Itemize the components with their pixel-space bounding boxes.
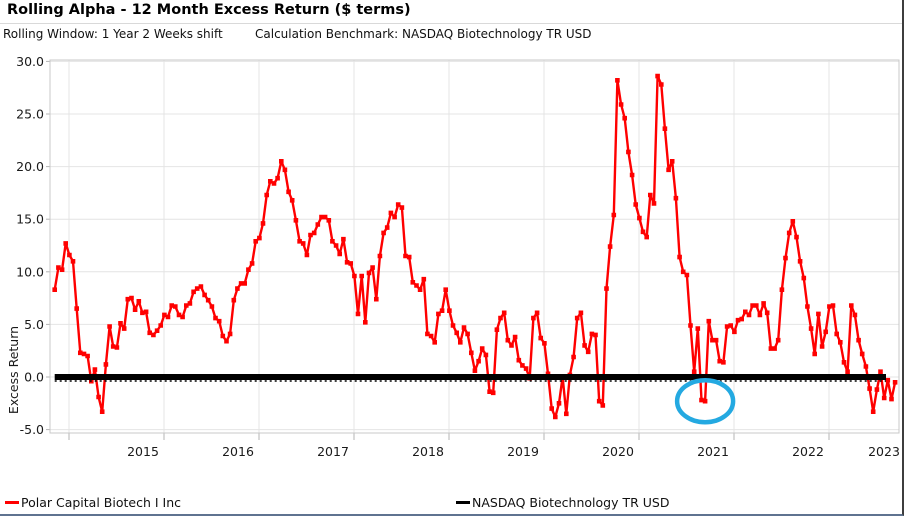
svg-text:2019: 2019 xyxy=(507,444,539,459)
legend-item-benchmark: NASDAQ Biotechnology TR USD xyxy=(456,493,669,511)
y-axis-title: Excess Return xyxy=(6,326,21,414)
svg-text:-5.0: -5.0 xyxy=(20,422,44,437)
svg-text:2020: 2020 xyxy=(602,444,634,459)
fund-series-label: Polar Capital Biotech I Inc xyxy=(21,494,181,510)
fund-series-line xyxy=(53,74,897,419)
page-title: Rolling Alpha - 12 Month Excess Return (… xyxy=(7,2,411,18)
svg-text:0.0: 0.0 xyxy=(24,370,44,385)
x-gridlines xyxy=(68,60,830,440)
svg-text:15.0: 15.0 xyxy=(16,212,44,227)
svg-text:2022: 2022 xyxy=(792,444,824,459)
rolling-window-label: Rolling Window: 1 Year 2 Weeks shift xyxy=(3,27,223,41)
y-axis-labels: 30.0 25.0 20.0 15.0 10.0 5.0 0.0 -5.0 xyxy=(16,54,44,437)
plot-border xyxy=(49,59,900,434)
calculation-benchmark-label: Calculation Benchmark: NASDAQ Biotechnol… xyxy=(255,27,592,41)
legend-item-fund: Polar Capital Biotech I Inc xyxy=(5,493,181,511)
svg-text:25.0: 25.0 xyxy=(16,107,44,122)
benchmark-series-swatch xyxy=(456,500,470,504)
svg-text:2016: 2016 xyxy=(222,444,254,459)
x-axis-labels: 2015 2016 2017 2018 2019 2020 2021 2022 2023 xyxy=(127,444,900,459)
svg-text:2017: 2017 xyxy=(317,444,349,459)
svg-text:2018: 2018 xyxy=(412,444,444,459)
svg-text:20.0: 20.0 xyxy=(16,159,44,174)
benchmark-series-label: NASDAQ Biotechnology TR USD xyxy=(472,494,670,510)
svg-text:30.0: 30.0 xyxy=(16,54,44,69)
fund-series-swatch xyxy=(5,500,19,504)
svg-text:2023: 2023 xyxy=(868,444,900,459)
svg-text:2015: 2015 xyxy=(127,444,159,459)
svg-text:5.0: 5.0 xyxy=(24,317,44,332)
svg-text:2021: 2021 xyxy=(697,444,729,459)
title-divider xyxy=(0,23,902,24)
highlight-ellipse xyxy=(674,377,736,425)
svg-text:10.0: 10.0 xyxy=(16,264,44,279)
